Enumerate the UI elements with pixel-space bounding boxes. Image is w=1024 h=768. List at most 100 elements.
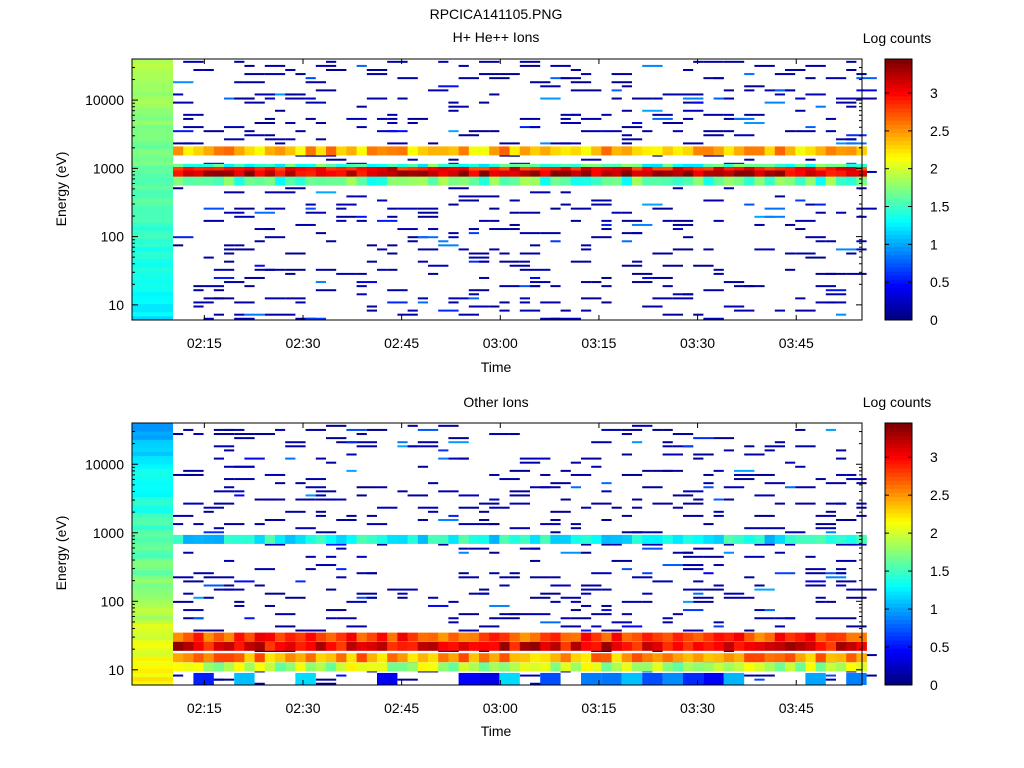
data-cell [132,160,173,166]
data-cell [744,641,755,651]
data-cell [285,68,296,71]
data-cell [468,297,479,300]
data-cell [132,594,173,600]
data-cell [825,240,836,243]
colorbar-cell [885,173,912,178]
data-cell [815,534,827,544]
data-cell [264,170,276,180]
data-cell [234,632,245,642]
data-cell [387,534,398,544]
data-cell [744,158,755,161]
colorbar-cell [885,615,912,620]
data-cell [132,307,173,313]
data-cell [611,653,623,663]
data-cell [173,81,194,84]
data-cell [652,641,663,651]
data-cell [856,77,877,80]
data-cell [387,170,398,180]
data-cell [132,148,173,154]
data-cell [683,653,694,663]
data-cell [315,176,327,186]
data-cell [132,443,173,448]
colorbar-tick-label: 2 [930,161,938,177]
colorbar-cell [885,521,912,526]
data-cell [305,81,326,84]
data-cell [458,534,470,544]
data-cell [560,203,571,206]
data-cell [560,146,572,156]
data-cell [479,146,490,156]
data-cell [754,170,765,180]
data-cell [703,170,714,180]
data-cell [672,613,683,616]
data-cell [754,223,765,226]
data-cell [540,301,561,304]
data-cell [428,142,439,145]
colorbar-cell [885,455,912,461]
data-cell [132,615,173,620]
data-cell [764,632,776,642]
data-cell [530,653,541,663]
data-cell [836,580,857,583]
data-cell [846,588,857,591]
data-cell [448,146,459,156]
data-cell [652,580,673,583]
data-cell [407,146,419,156]
colorbar-cell [885,500,912,506]
data-cell [132,226,173,231]
data-cell [417,662,429,672]
data-cell [662,469,683,472]
data-cell [672,219,694,222]
data-cell [825,482,847,485]
data-cell [264,64,286,67]
data-cell [570,632,582,642]
data-cell [499,478,520,481]
data-cell [387,268,398,271]
data-cell [193,596,204,599]
data-cell [275,625,296,628]
data-cell [560,625,581,628]
data-cell [234,433,255,436]
colorbar-cell [885,623,912,629]
data-cell [683,588,704,591]
data-cell [795,130,816,133]
data-cell [428,510,439,513]
colorbar-cell [885,566,912,571]
data-cell [305,146,317,156]
data-cell [509,490,530,493]
data-cell [601,534,612,544]
x-tick-label: 02:45 [384,335,419,351]
data-cell [397,313,418,316]
data-cell [203,285,224,288]
data-cell [295,641,306,651]
data-cell [377,506,398,509]
data-cell [815,527,836,530]
data-cell [377,641,388,651]
data-cell [183,170,194,180]
data-cell [744,555,765,558]
data-cell [183,469,204,472]
data-cell [672,176,684,186]
data-cell [489,551,500,554]
data-cell [734,534,745,544]
data-cell [570,68,581,71]
colorbar-cell [885,148,912,154]
data-cell [173,674,184,677]
data-cell [560,596,581,599]
data-cell [591,465,602,468]
data-cell [683,117,694,120]
data-cell [234,176,245,186]
colorbar-cell [885,59,912,64]
colorbar-cell [885,291,912,297]
data-cell [540,632,551,642]
data-cell [458,248,469,251]
data-cell [489,662,500,672]
data-cell [672,146,684,156]
data-cell [662,428,673,431]
data-cell [346,469,357,472]
data-cell [458,195,479,198]
data-cell [530,547,541,550]
data-cell [611,89,622,92]
colorbar-cell [885,607,912,612]
data-cell [132,311,173,317]
